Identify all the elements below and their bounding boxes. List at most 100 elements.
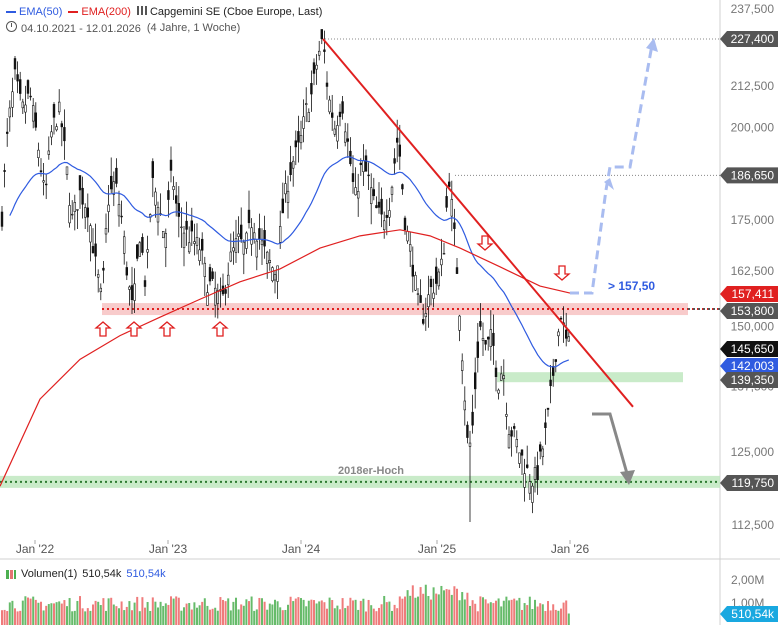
volume-bar	[401, 598, 404, 625]
candle-body	[91, 246, 95, 254]
candle-body	[16, 74, 19, 82]
price-badge	[720, 358, 778, 374]
volume-bar	[123, 610, 126, 625]
volume-bar	[86, 608, 89, 625]
candle-body	[450, 199, 453, 217]
target-label: > 157,50	[608, 279, 655, 293]
period-text: (4 Jahre, 1 Woche)	[146, 22, 241, 34]
candle-body	[39, 170, 43, 173]
volume-bar	[183, 607, 185, 625]
volume-bar	[16, 611, 19, 625]
candle-body	[86, 207, 90, 218]
candle-body	[388, 210, 391, 218]
candle-body	[567, 336, 571, 342]
ema50-label: EMA(50)	[19, 6, 63, 18]
candles-icon	[136, 6, 147, 15]
volume-bar	[419, 587, 422, 625]
volume-bar	[50, 603, 53, 625]
volume-bar	[42, 610, 45, 625]
candle-body	[479, 321, 482, 327]
candle-body	[297, 131, 300, 143]
volume-bar	[11, 600, 14, 625]
candle-body	[533, 467, 537, 480]
candle-body	[242, 241, 245, 255]
candle-body	[380, 198, 383, 215]
volume-bar	[528, 596, 531, 625]
candle-body	[307, 112, 310, 122]
candle-body	[175, 195, 178, 204]
volume-bar	[445, 589, 448, 625]
candle-body	[143, 280, 147, 287]
volume-bar	[21, 600, 24, 625]
candle-body	[466, 424, 469, 438]
candle-body	[471, 411, 474, 426]
volume-bar	[146, 602, 149, 625]
volume-bar	[430, 599, 432, 625]
volume-bar	[261, 598, 263, 625]
volume-bar	[362, 598, 365, 625]
candle-body	[463, 400, 466, 411]
volume-bar	[131, 610, 133, 625]
volume-bar	[1, 610, 3, 625]
volume-bar	[521, 609, 523, 625]
candle-body	[44, 183, 48, 186]
candle-body	[499, 373, 503, 381]
volume-bar	[326, 608, 328, 625]
volume-bar	[133, 602, 136, 625]
candle-body	[263, 230, 266, 247]
volume-bar	[544, 610, 547, 625]
y-tick-label: 212,500	[731, 79, 775, 93]
volume-bar	[185, 603, 188, 625]
volume-bar	[172, 598, 175, 625]
candle-body	[473, 372, 477, 390]
price-badge	[720, 341, 778, 357]
candle-body	[34, 112, 38, 128]
candle-body	[538, 444, 542, 452]
x-tick-label: Jan '23	[149, 542, 188, 556]
candle-body	[416, 293, 420, 295]
volume-bar	[443, 590, 445, 625]
volume-bar	[391, 610, 393, 625]
candle-body	[432, 292, 435, 299]
candle-body	[188, 242, 191, 253]
volume-bar	[19, 610, 22, 625]
volume-bar	[300, 598, 302, 625]
candle-body	[372, 189, 375, 197]
volume-bar	[281, 610, 284, 625]
candle-body	[310, 83, 313, 95]
candle-body	[523, 473, 526, 488]
candle-body	[185, 220, 188, 230]
candle-body	[146, 249, 149, 253]
ema50-line	[9, 156, 570, 368]
candle-body	[419, 295, 422, 303]
volume-legend: Volumen(1) 510,54k 510,54k	[6, 568, 166, 580]
volume-bar	[193, 602, 196, 625]
price-badge-label: 142,003	[731, 359, 775, 373]
candle-body	[5, 131, 9, 134]
volume-bar	[164, 603, 167, 625]
volume-bar	[157, 607, 159, 625]
volume-bar	[107, 598, 110, 625]
volume-bar	[547, 601, 549, 625]
candle-body	[284, 183, 287, 195]
candle-body	[377, 201, 381, 208]
candle-body	[268, 260, 271, 263]
volume-bar	[562, 602, 565, 625]
candle-body	[546, 407, 550, 410]
volume-bar	[489, 602, 492, 625]
volume-value-blue: 510,54k	[126, 568, 166, 580]
volume-bar	[24, 596, 27, 625]
x-tick-label: Jan '22	[16, 542, 55, 556]
candle-body	[525, 464, 529, 468]
volume-bar	[375, 611, 378, 625]
hoch-2018-label: 2018er-Hoch	[338, 465, 404, 477]
candle-body	[364, 155, 368, 172]
candle-body	[317, 50, 321, 56]
y-tick-label: 237,500	[731, 2, 775, 16]
candle-body	[497, 389, 500, 394]
candle-body	[76, 209, 79, 211]
volume-bar	[47, 604, 50, 625]
volume-bar	[55, 602, 58, 625]
volume-bar	[284, 609, 287, 625]
